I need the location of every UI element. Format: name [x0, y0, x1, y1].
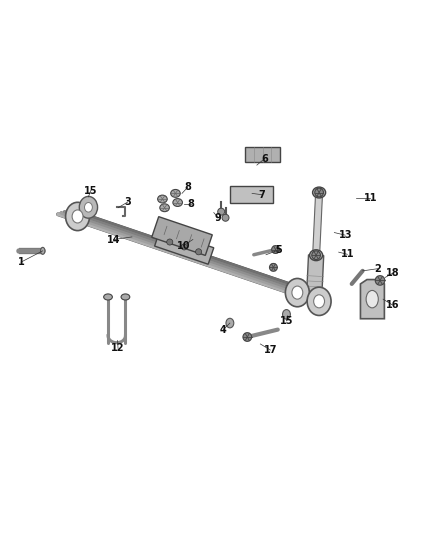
Polygon shape [155, 230, 214, 264]
Ellipse shape [104, 294, 113, 300]
Text: 13: 13 [339, 230, 352, 240]
Polygon shape [311, 192, 322, 302]
Text: 16: 16 [385, 300, 399, 310]
Circle shape [181, 244, 187, 250]
Ellipse shape [121, 294, 130, 300]
Ellipse shape [85, 203, 92, 212]
Ellipse shape [292, 286, 303, 299]
Text: 17: 17 [264, 345, 277, 355]
Polygon shape [152, 216, 212, 255]
Text: 11: 11 [341, 249, 354, 260]
Text: 9: 9 [215, 213, 222, 223]
Text: 15: 15 [280, 316, 293, 326]
Text: 1: 1 [18, 257, 25, 267]
Ellipse shape [160, 204, 170, 212]
Ellipse shape [173, 199, 183, 206]
Ellipse shape [286, 278, 309, 307]
Text: 14: 14 [107, 235, 120, 245]
Polygon shape [245, 147, 280, 162]
Ellipse shape [283, 310, 290, 319]
Circle shape [375, 276, 385, 285]
Circle shape [269, 263, 277, 271]
Text: 11: 11 [364, 193, 377, 203]
Circle shape [315, 188, 323, 197]
Ellipse shape [171, 189, 180, 197]
Ellipse shape [66, 203, 89, 231]
Text: 8: 8 [184, 182, 191, 192]
Ellipse shape [366, 290, 378, 308]
Ellipse shape [226, 318, 234, 328]
Ellipse shape [310, 250, 323, 261]
Text: 6: 6 [261, 154, 268, 164]
Ellipse shape [158, 195, 167, 203]
Text: 10: 10 [177, 240, 190, 251]
Circle shape [272, 246, 279, 254]
Text: 18: 18 [386, 268, 400, 278]
Text: 4: 4 [220, 325, 227, 335]
Ellipse shape [314, 295, 325, 308]
Circle shape [222, 214, 229, 221]
Ellipse shape [79, 197, 98, 218]
Text: 3: 3 [124, 197, 131, 207]
Ellipse shape [313, 187, 325, 198]
Text: 5: 5 [275, 245, 282, 255]
Polygon shape [360, 279, 385, 319]
Circle shape [312, 251, 321, 260]
Text: 7: 7 [258, 190, 265, 200]
Polygon shape [307, 255, 324, 297]
Ellipse shape [72, 210, 83, 223]
Text: 15: 15 [84, 186, 97, 196]
Ellipse shape [41, 247, 45, 254]
Text: 8: 8 [187, 199, 194, 209]
Circle shape [167, 239, 173, 245]
Circle shape [218, 208, 225, 215]
Circle shape [243, 333, 252, 341]
Text: 2: 2 [374, 264, 381, 273]
Polygon shape [230, 186, 273, 204]
Circle shape [195, 249, 201, 255]
Text: 12: 12 [111, 343, 125, 353]
Ellipse shape [307, 287, 331, 316]
